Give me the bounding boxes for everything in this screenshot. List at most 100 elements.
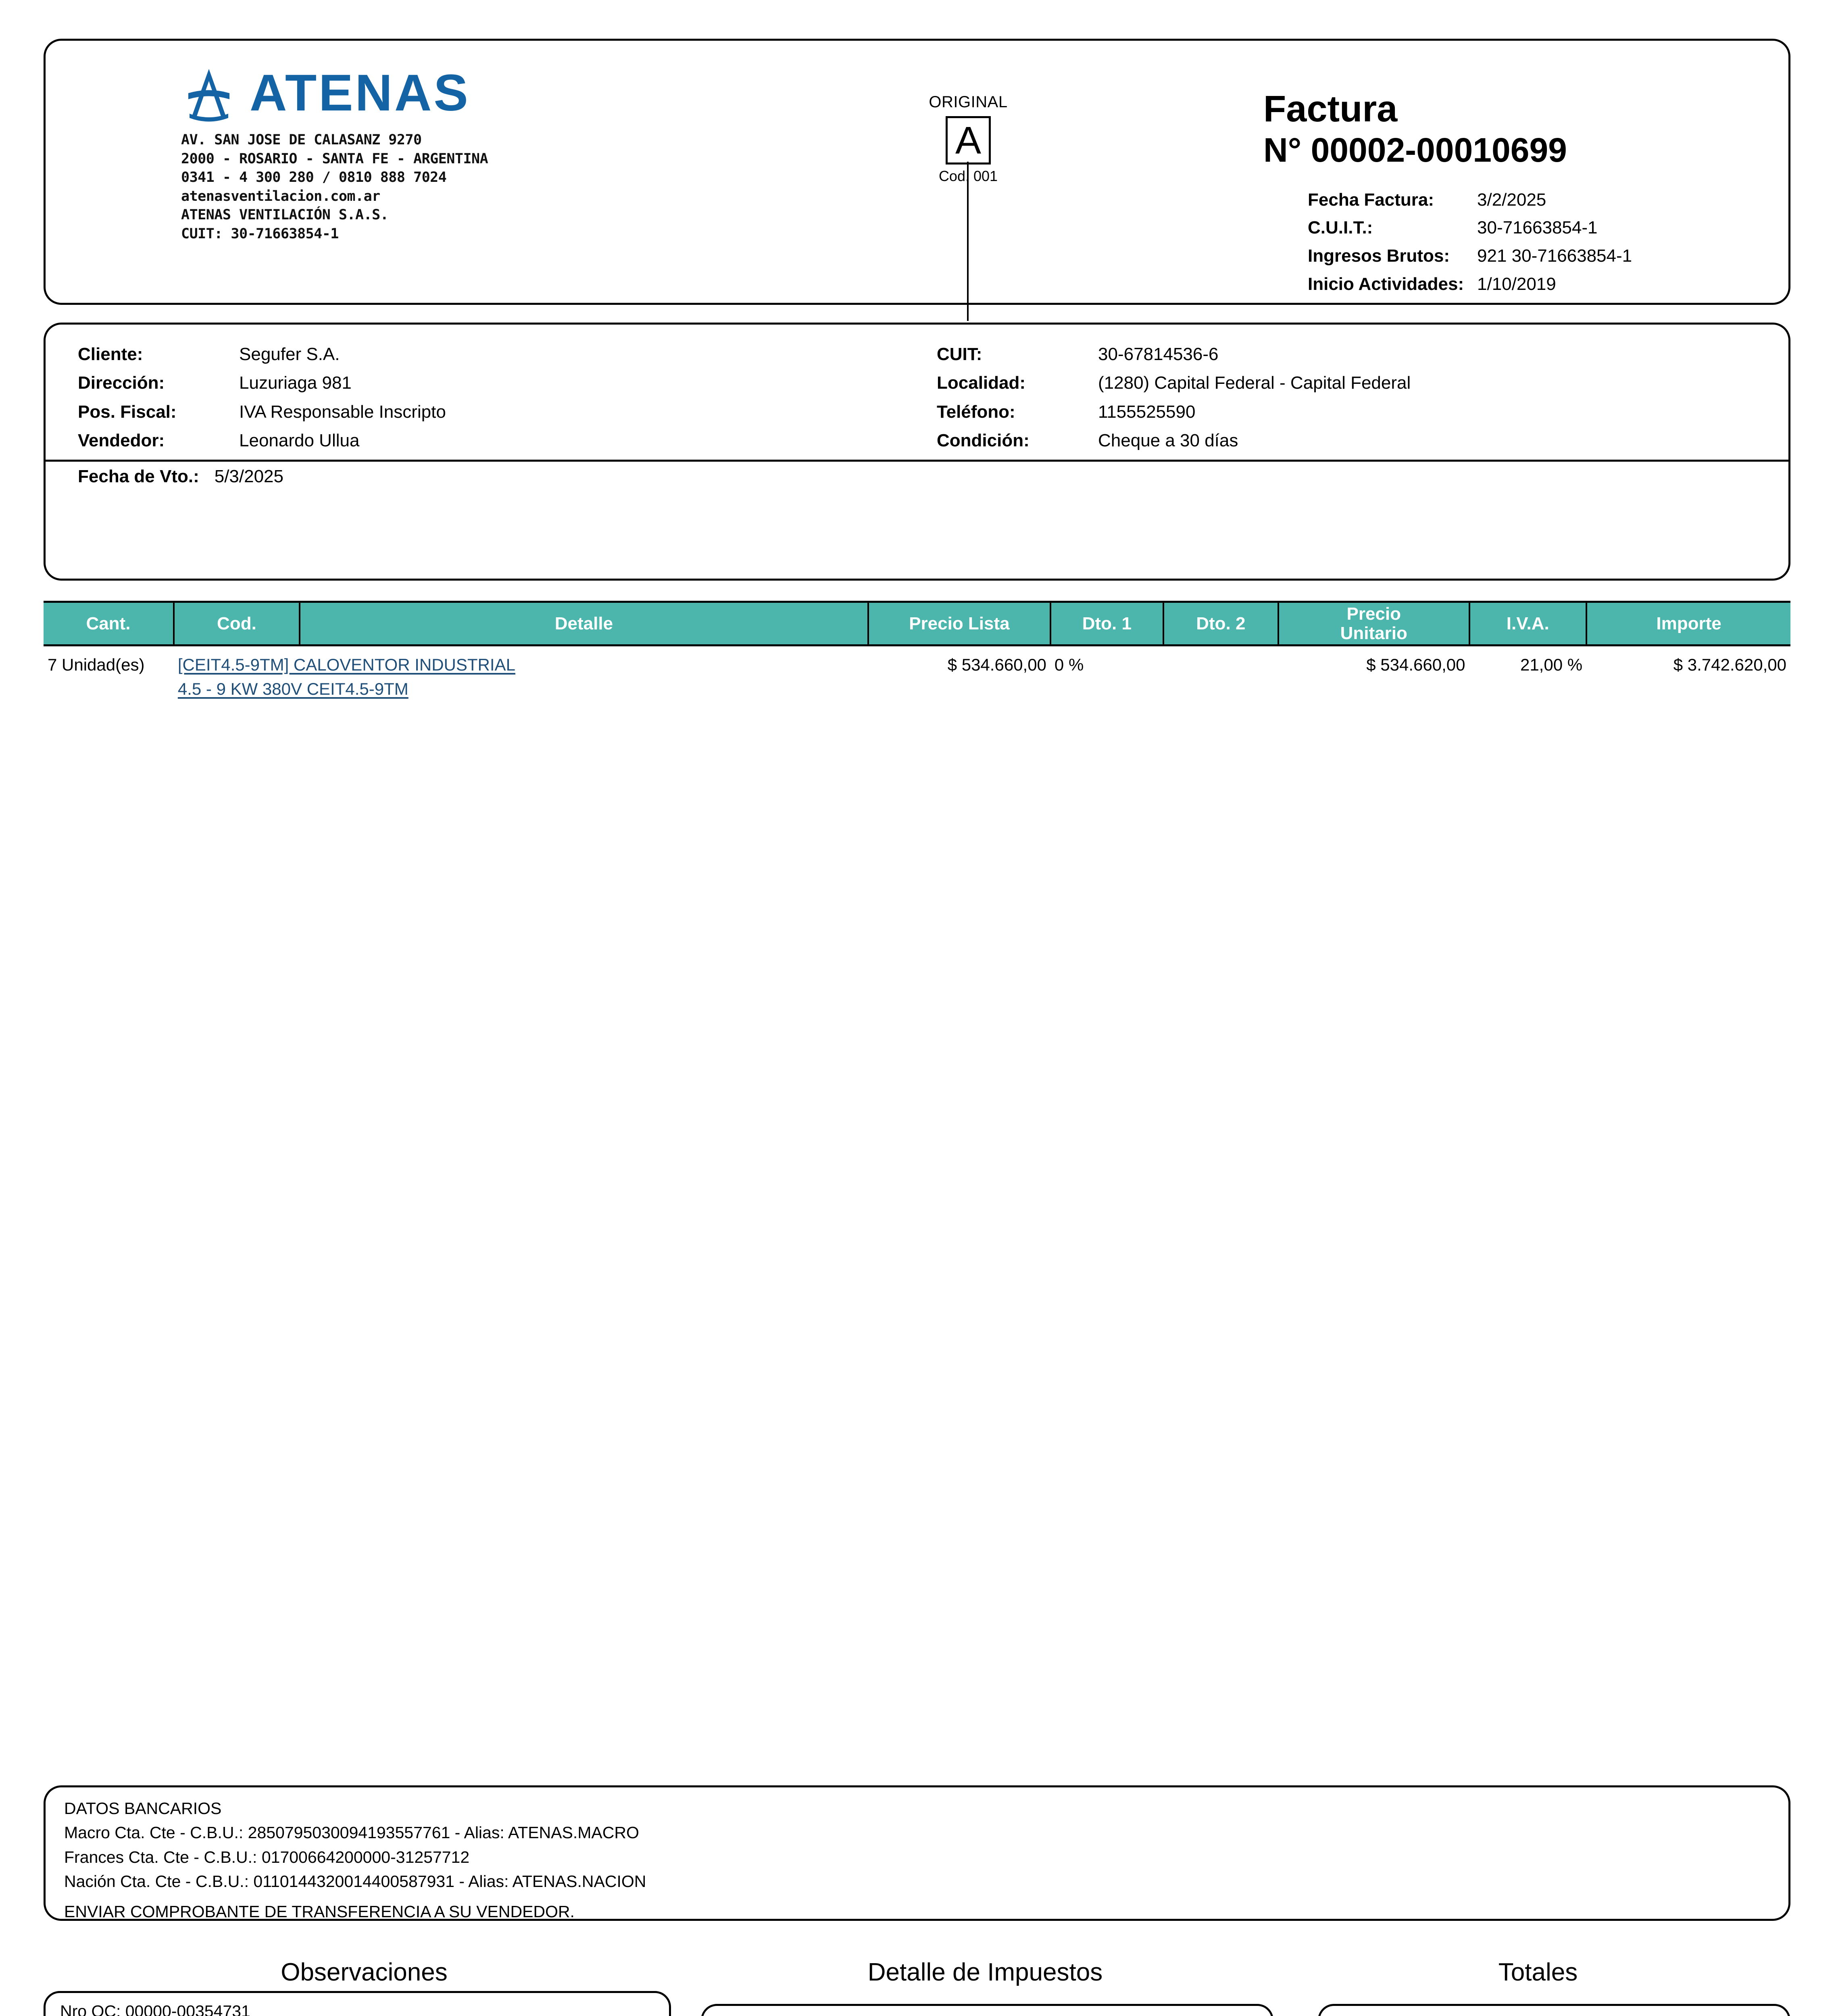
customer-field-telefono: Teléfono: 1155525590 xyxy=(937,398,1764,426)
meta-value: 921 30-71663854-1 xyxy=(1477,246,1632,266)
field-value: Leonardo Ullua xyxy=(239,430,360,450)
field-value: (1280) Capital Federal - Capital Federal xyxy=(1098,373,1411,393)
column-header-dto1: Dto. 1 xyxy=(1049,600,1164,647)
invoice-letter-badge: A xyxy=(946,116,991,165)
meta-label: Fecha Factura: xyxy=(1308,190,1434,210)
invoice-meta-list: Fecha Factura: 3/2/2025 C.U.I.T.: 30-716… xyxy=(1308,186,1796,298)
product-link-line1[interactable]: [CEIT4.5-9TM] CALOVENTOR INDUSTRIAL xyxy=(177,655,515,675)
impuestos-panel: IVA Ventas - 21.00% $ 785.950,20 xyxy=(701,2004,1273,2016)
invoice-meta-row: C.U.I.T.: 30-71663854-1 xyxy=(1308,214,1796,242)
invoice-meta-row: Inicio Actividades: 1/10/2019 xyxy=(1308,270,1796,298)
items-table: Cant. Cod. Detalle Precio Lista Dto. 1 D… xyxy=(44,600,1790,701)
invoice-identity-block: Factura N° 00002-00010699 Fecha Factura:… xyxy=(1263,89,1796,298)
items-table-body: 7 Unidad(es) [CEIT4.5-9TM] CALOVENTOR IN… xyxy=(44,646,1790,701)
cell-detalle: [CEIT4.5-9TM] CALOVENTOR INDUSTRIAL 4.5 … xyxy=(174,646,868,701)
meta-value: 3/2/2025 xyxy=(1477,190,1546,210)
field-label: Fecha de Vto.: xyxy=(78,467,199,486)
observaciones-oc-number: Nro OC: 00000-00354731 xyxy=(60,2002,250,2016)
customer-field-fecha-vto: Fecha de Vto.: 5/3/2025 xyxy=(78,467,283,487)
customer-field-vendedor: Vendedor: Leonardo Ullua xyxy=(78,426,937,455)
cell-precio-unitario: $ 534.660,00 xyxy=(1366,655,1465,675)
column-header-precio-lista: Precio Lista xyxy=(867,600,1051,647)
items-table-head: Cant. Cod. Detalle Precio Lista Dto. 1 D… xyxy=(44,600,1790,647)
field-label: CUIT: xyxy=(937,344,982,364)
column-header-precio-unitario: Precio Unitario xyxy=(1277,600,1470,647)
meta-value: 1/10/2019 xyxy=(1477,274,1556,294)
table-row: 7 Unidad(es) [CEIT4.5-9TM] CALOVENTOR IN… xyxy=(44,646,1790,701)
customer-field-pos-fiscal: Pos. Fiscal: IVA Responsable Inscripto xyxy=(78,398,937,426)
field-label: Dirección: xyxy=(78,373,165,393)
field-value: Cheque a 30 días xyxy=(1098,430,1238,450)
customer-separator xyxy=(46,460,1788,462)
customer-column-left: Cliente: Segufer S.A. Dirección: Luzuria… xyxy=(78,340,937,455)
bank-title: DATOS BANCARIOS xyxy=(64,1799,222,1818)
invoice-meta-row: Ingresos Brutos: 921 30-71663854-1 xyxy=(1308,242,1796,270)
company-logo-block: ATENAS AV. SAN JOSE DE CALASANZ 9270 200… xyxy=(179,63,663,243)
product-link-line2[interactable]: 4.5 - 9 KW 380V CEIT4.5-9TM xyxy=(177,679,408,698)
bank-account-nacion: Nación Cta. Cte - C.B.U.: 01101443200144… xyxy=(64,1872,646,1891)
field-value: 1155525590 xyxy=(1098,402,1196,422)
invoice-meta-row: Fecha Factura: 3/2/2025 xyxy=(1308,186,1796,214)
bank-details-inner: DATOS BANCARIOS Macro Cta. Cte - C.B.U.:… xyxy=(64,1796,1772,1921)
items-header-row: Cant. Cod. Detalle Precio Lista Dto. 1 D… xyxy=(44,600,1790,647)
field-label: Pos. Fiscal: xyxy=(78,402,177,422)
company-address-line: 2000 - ROSARIO - SANTA FE - ARGENTINA xyxy=(181,150,488,167)
bank-transfer-note: ENVIAR COMPROBANTE DE TRANSFERENCIA A SU… xyxy=(64,1902,575,1921)
invoice-number: N° 00002-00010699 xyxy=(1263,131,1567,169)
column-header-cant: Cant. xyxy=(44,600,175,647)
field-value: Segufer S.A. xyxy=(239,344,340,364)
cell-dto2 xyxy=(1163,646,1278,701)
column-header-cod: Cod. xyxy=(173,600,300,647)
meta-label: Inicio Actividades: xyxy=(1308,274,1464,294)
meta-value: 30-71663854-1 xyxy=(1477,218,1598,238)
customer-field-cuit: CUIT: 30-67814536-6 xyxy=(937,340,1764,369)
original-label: ORIGINAL xyxy=(929,93,1008,111)
company-address-line: AV. SAN JOSE DE CALASANZ 9270 xyxy=(181,132,422,148)
column-header-iva: I.V.A. xyxy=(1468,600,1588,647)
cell-importe: $ 3.742.620,00 xyxy=(1673,655,1786,675)
field-value: 5/3/2025 xyxy=(214,467,283,486)
cell-dto1: 0 % xyxy=(1054,655,1084,675)
field-value: Luzuriaga 981 xyxy=(239,373,352,393)
column-header-precio-unitario-line1: Precio xyxy=(1346,604,1401,624)
logo-wordmark: ATENAS xyxy=(250,64,470,122)
customer-field-condicion: Condición: Cheque a 30 días xyxy=(937,426,1764,455)
column-header-dto2: Dto. 2 xyxy=(1162,600,1279,647)
column-header-detalle: Detalle xyxy=(298,600,869,647)
cell-precio-lista: $ 534.660,00 xyxy=(947,655,1046,675)
header-box: ATENAS AV. SAN JOSE DE CALASANZ 9270 200… xyxy=(44,39,1790,321)
customer-box: Cliente: Segufer S.A. Dirección: Luzuria… xyxy=(44,323,1790,581)
bank-account-macro: Macro Cta. Cte - C.B.U.: 285079503009419… xyxy=(64,1823,639,1842)
field-label: Localidad: xyxy=(937,373,1026,393)
field-label: Teléfono: xyxy=(937,402,1015,422)
totales-panel: Subtotal $ 3.742.620,00 Descuento Impues… xyxy=(1318,2004,1790,2016)
customer-field-direccion: Dirección: Luzuriaga 981 xyxy=(78,369,937,397)
customer-grid: Cliente: Segufer S.A. Dirección: Luzuria… xyxy=(78,340,1764,455)
observaciones-title: Observaciones xyxy=(281,1958,448,1986)
column-header-importe: Importe xyxy=(1586,600,1790,647)
field-label: Cliente: xyxy=(78,344,143,364)
customer-field-localidad: Localidad: (1280) Capital Federal - Capi… xyxy=(937,369,1764,397)
field-value: 30-67814536-6 xyxy=(1098,344,1219,364)
observaciones-panel: Nro OC: 00000-00354731 La Empresa es age… xyxy=(44,1991,671,2016)
impuestos-title: Detalle de Impuestos xyxy=(867,1958,1103,1986)
field-value: IVA Responsable Inscripto xyxy=(239,402,446,422)
cell-cant: 7 Unidad(es) xyxy=(48,655,145,675)
company-legal-name: ATENAS VENTILACIÓN S.A.S. xyxy=(181,207,389,223)
bank-details-box: DATOS BANCARIOS Macro Cta. Cte - C.B.U.:… xyxy=(44,1785,1790,1921)
atenas-logo-icon xyxy=(179,63,239,123)
field-label: Vendedor: xyxy=(78,430,165,450)
bottom-panel-titles: Observaciones Detalle de Impuestos Total… xyxy=(44,1958,1790,1987)
header-vertical-divider xyxy=(967,162,969,321)
field-label: Condición: xyxy=(937,430,1030,450)
items-table-wrapper: Cant. Cod. Detalle Precio Lista Dto. 1 D… xyxy=(44,600,1790,701)
column-header-precio-unitario-line2: Unitario xyxy=(1340,623,1407,643)
bank-account-frances: Frances Cta. Cte - C.B.U.: 0170066420000… xyxy=(64,1847,470,1866)
customer-field-cliente: Cliente: Segufer S.A. xyxy=(78,340,937,369)
customer-column-right: CUIT: 30-67814536-6 Localidad: (1280) Ca… xyxy=(937,340,1764,455)
meta-label: Ingresos Brutos: xyxy=(1308,246,1450,266)
totales-title: Totales xyxy=(1498,1958,1578,1986)
meta-label: C.U.I.T.: xyxy=(1308,218,1373,238)
company-address: AV. SAN JOSE DE CALASANZ 9270 2000 - ROS… xyxy=(181,131,663,243)
